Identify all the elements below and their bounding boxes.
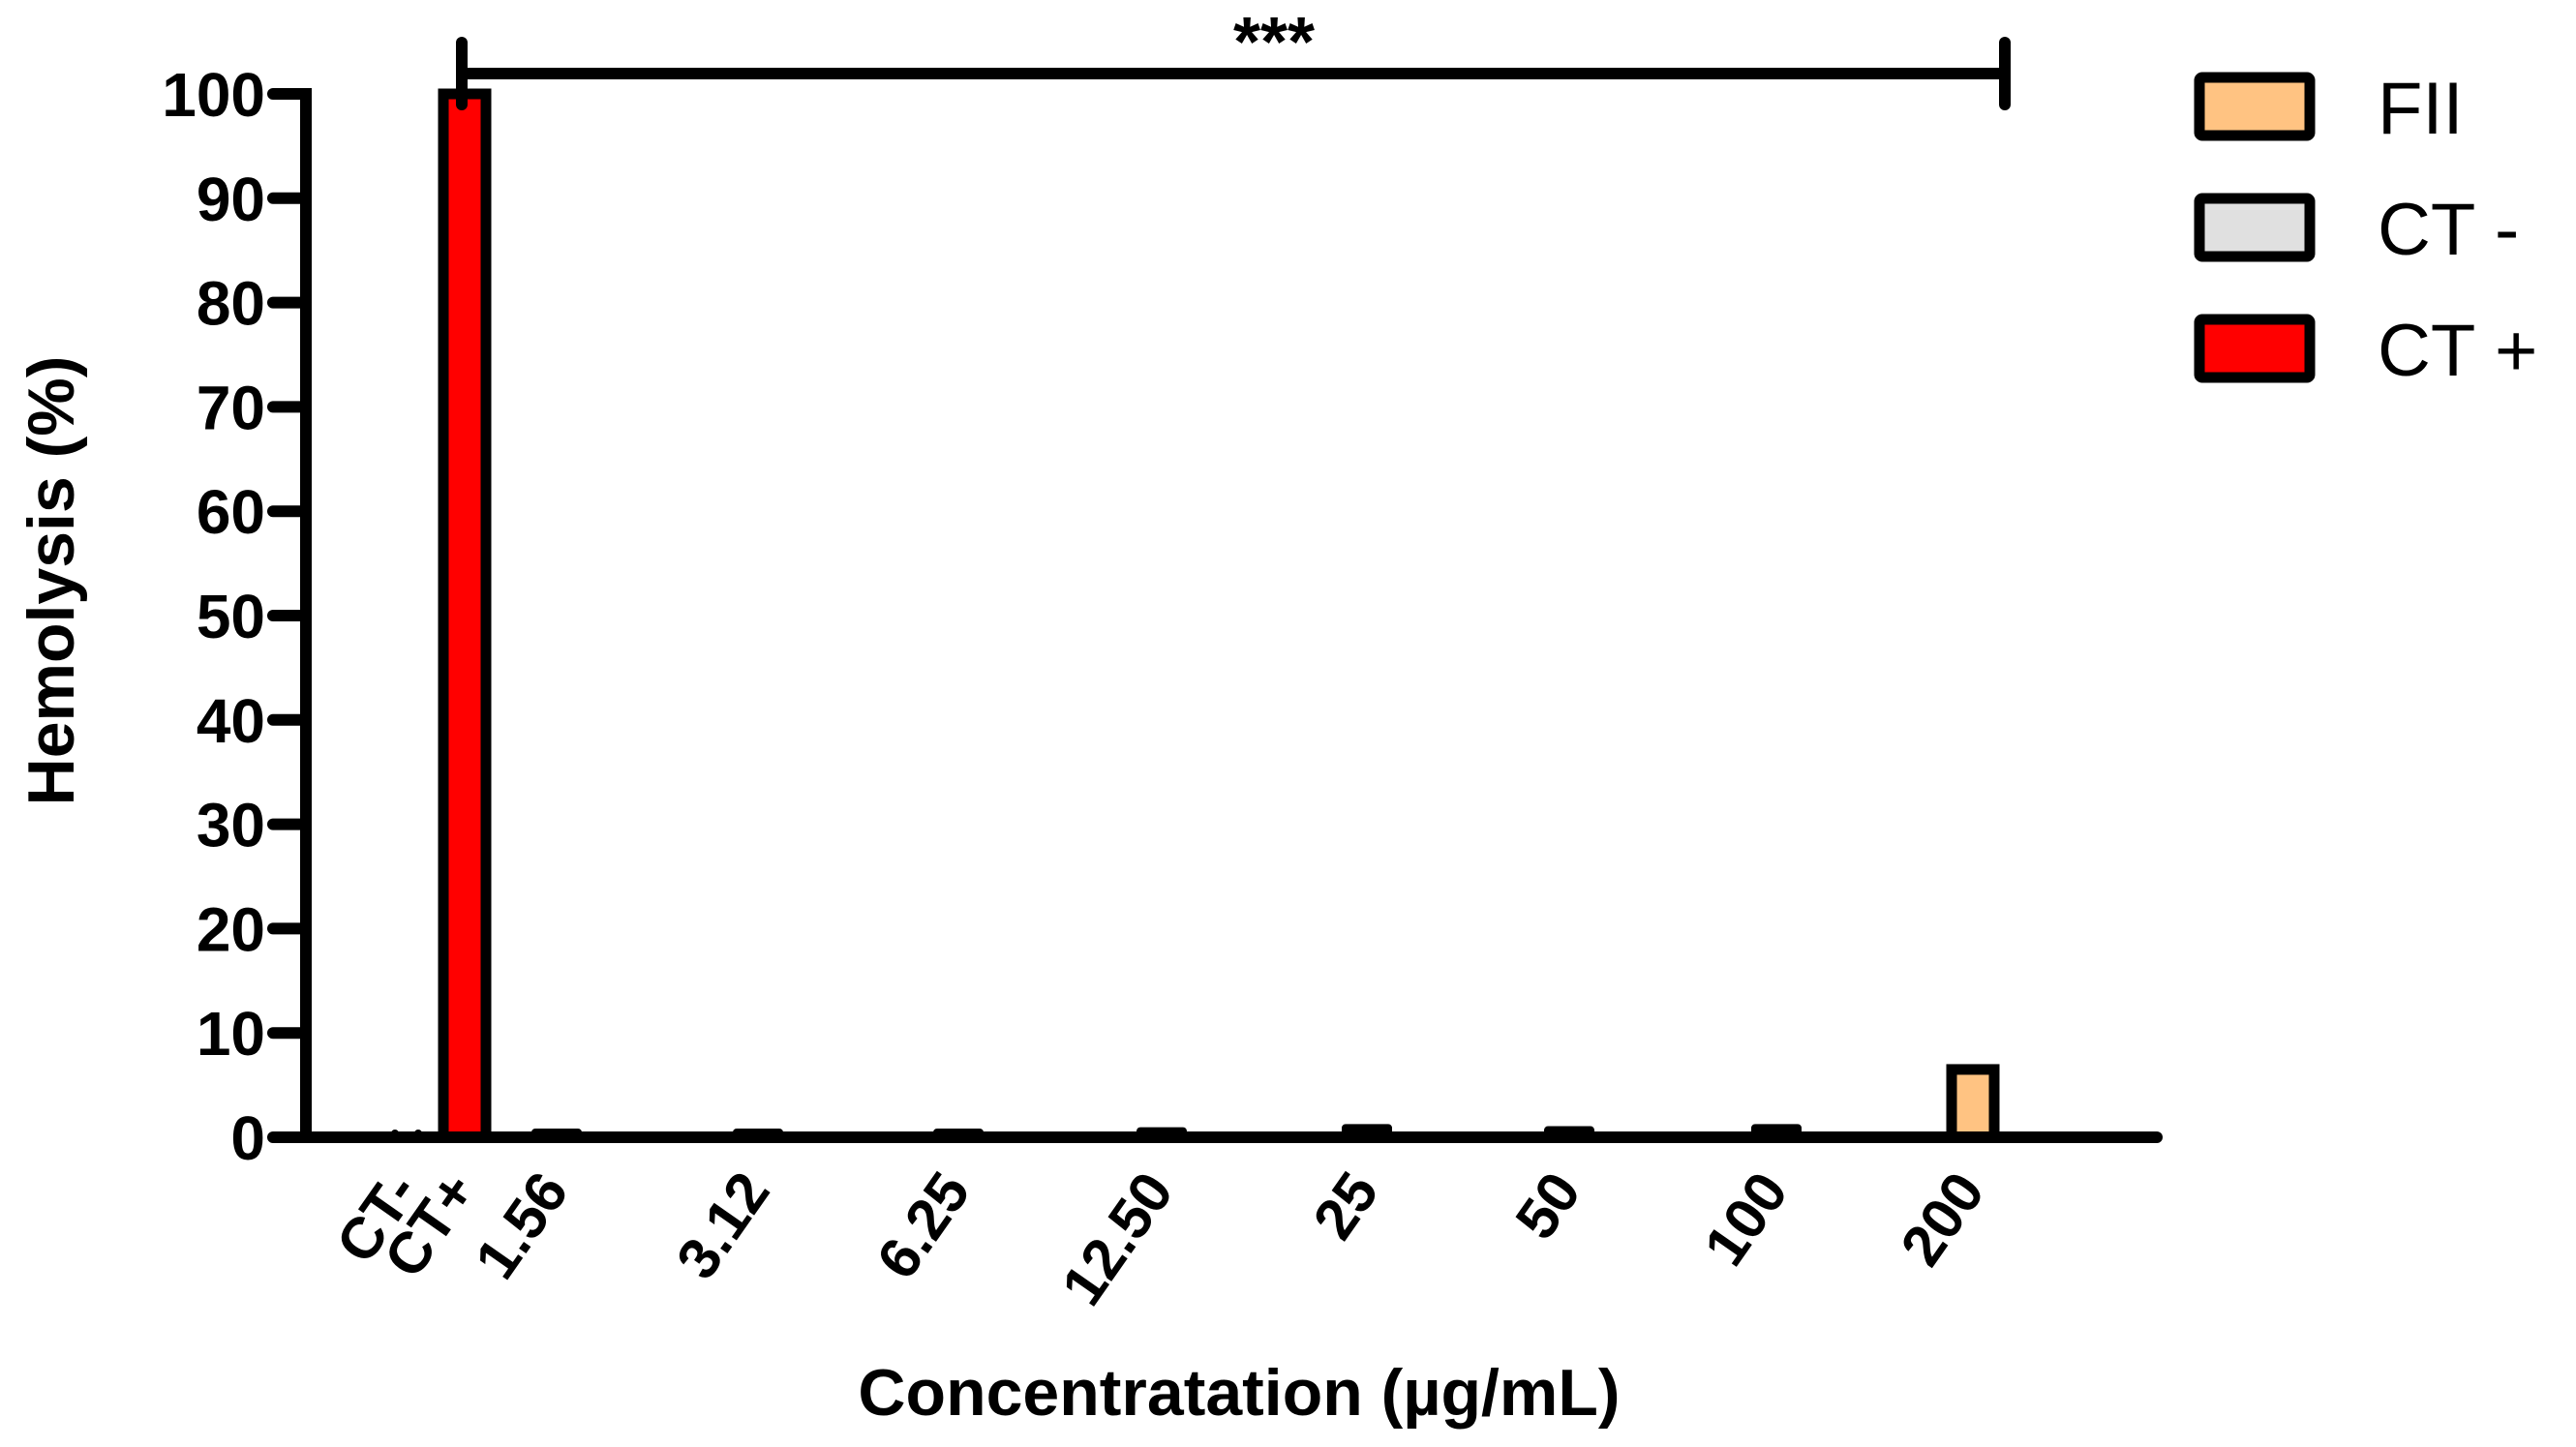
y-tick-label: 30: [197, 791, 265, 860]
legend: FII CT - CT +: [2194, 68, 2537, 392]
y-tick-label: 40: [197, 686, 265, 756]
y-tick-label: 10: [197, 999, 265, 1069]
bars: [391, 88, 2000, 1143]
y-tick-label: 0: [230, 1103, 265, 1173]
x-tick-label: 100: [1691, 1161, 1800, 1277]
x-axis-tick-labels: CT-CT+1.56 3.12 6.25 12.50 25 50 100 200: [323, 1161, 1996, 1316]
y-tick-label: 20: [197, 894, 265, 964]
y-axis-ticks: 0 10 20 30 40 50 60 70 80 90 100: [162, 60, 312, 1173]
x-axis-title: Concentratation (µg/mL): [858, 1356, 1620, 1430]
y-axis-title: Hemolysis (%): [15, 356, 88, 806]
x-tick-label: 200: [1888, 1161, 1996, 1277]
legend-item: CT +: [2194, 310, 2537, 392]
x-tick-label: 6.25: [864, 1161, 983, 1290]
y-tick-label: 80: [197, 269, 265, 339]
significance-label: ***: [1233, 4, 1315, 81]
legend-swatch: [2194, 314, 2316, 383]
x-tick-label: 25: [1300, 1161, 1390, 1251]
bar-200: [1946, 1064, 2000, 1143]
bar-CT+: [438, 88, 492, 1143]
legend-item: CT -: [2194, 189, 2519, 271]
significance-bracket: ***: [456, 4, 2011, 110]
legend-swatch: [2194, 193, 2316, 262]
x-tick-label: 12.50: [1049, 1161, 1186, 1316]
legend-label: FII: [2378, 68, 2464, 150]
y-tick-label: 60: [197, 477, 265, 547]
x-tick-label: 3.12: [664, 1161, 782, 1290]
x-tick-label: 50: [1502, 1161, 1592, 1251]
x-tick-label: 1.56: [463, 1161, 581, 1290]
y-tick-label: 90: [197, 165, 265, 234]
legend-item: FII: [2194, 68, 2464, 150]
y-tick-label: 50: [197, 582, 265, 651]
y-tick-label: 100: [162, 60, 265, 130]
legend-label: CT -: [2378, 189, 2519, 271]
y-tick-label: 70: [197, 373, 265, 442]
legend-swatch: [2194, 72, 2316, 141]
legend-label: CT +: [2378, 310, 2537, 392]
